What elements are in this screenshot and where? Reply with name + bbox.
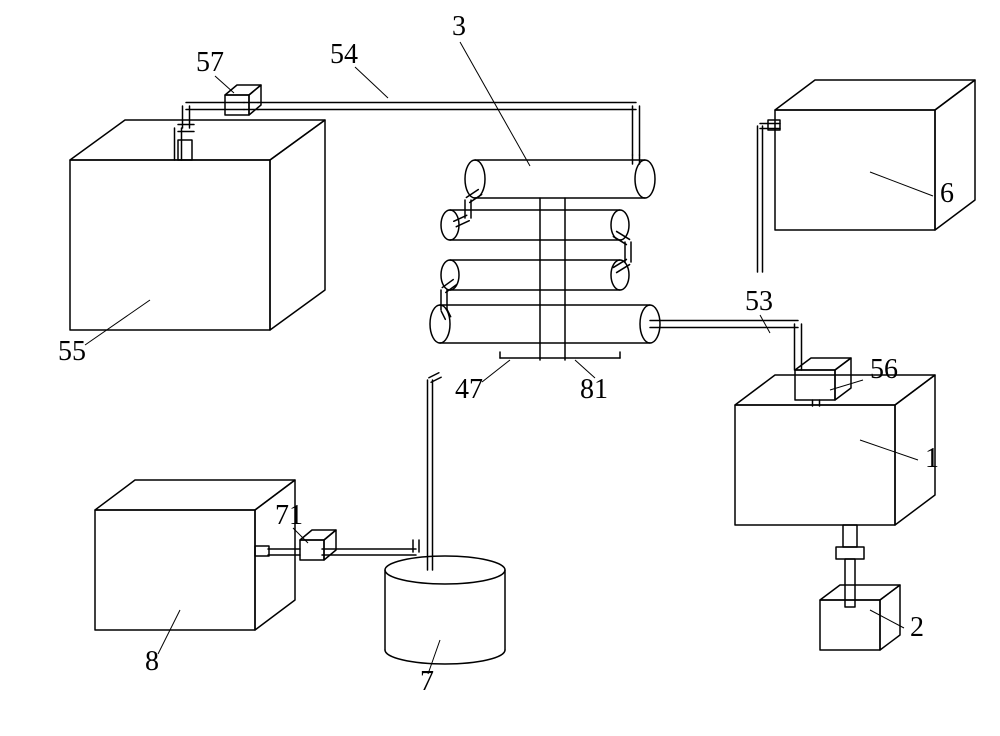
label-l6: 6 xyxy=(870,172,954,209)
diagram-canvas: 57 54 3 6 55 53 47 81 56 1 71 8 7 2 xyxy=(0,0,1000,736)
roll-bottom xyxy=(430,305,660,343)
label-text-l53: 53 xyxy=(745,286,773,317)
pipe-p54 xyxy=(183,103,640,165)
label-text-l3: 3 xyxy=(452,11,466,42)
label-l53: 53 xyxy=(745,286,773,333)
label-l57: 57 xyxy=(196,47,234,93)
pipe-p6 xyxy=(758,124,781,273)
roll-mid1 xyxy=(441,210,629,240)
label-l81: 81 xyxy=(575,360,608,405)
label-text-l71: 71 xyxy=(275,500,303,531)
label-text-l8: 8 xyxy=(145,646,159,677)
label-l7: 7 xyxy=(420,640,440,697)
label-text-l55: 55 xyxy=(58,336,86,367)
stub-55 xyxy=(178,140,192,160)
label-l54: 54 xyxy=(330,39,388,98)
label-l8: 8 xyxy=(145,610,180,677)
label-l3: 3 xyxy=(452,11,530,166)
pipe-p53 xyxy=(650,321,802,371)
label-l56: 56 xyxy=(830,354,898,390)
label-text-l56: 56 xyxy=(870,354,898,385)
stub-8 xyxy=(255,546,269,556)
box-box55 xyxy=(70,120,325,330)
label-text-l1: 1 xyxy=(925,443,939,474)
pipe-p7 xyxy=(428,373,442,570)
label-l55: 55 xyxy=(58,300,150,367)
roll-top xyxy=(465,160,655,198)
label-text-l57: 57 xyxy=(196,47,224,78)
roll-mid2 xyxy=(441,260,629,290)
label-text-l54: 54 xyxy=(330,39,358,70)
label-text-l7: 7 xyxy=(420,666,434,697)
stem-1-2 xyxy=(836,525,864,607)
tank-7 xyxy=(385,556,505,664)
label-l1: 1 xyxy=(860,440,939,474)
box-box8 xyxy=(95,480,295,630)
label-l47: 47 xyxy=(455,360,510,405)
label-text-l2: 2 xyxy=(910,612,924,643)
bracket-47 xyxy=(500,352,620,358)
pipe-inter_top_mid1_left xyxy=(454,190,482,227)
label-text-l81: 81 xyxy=(580,374,608,405)
label-text-l47: 47 xyxy=(455,374,483,405)
box-box56 xyxy=(795,358,851,400)
label-text-l6: 6 xyxy=(940,178,954,209)
box-box2 xyxy=(820,585,900,650)
